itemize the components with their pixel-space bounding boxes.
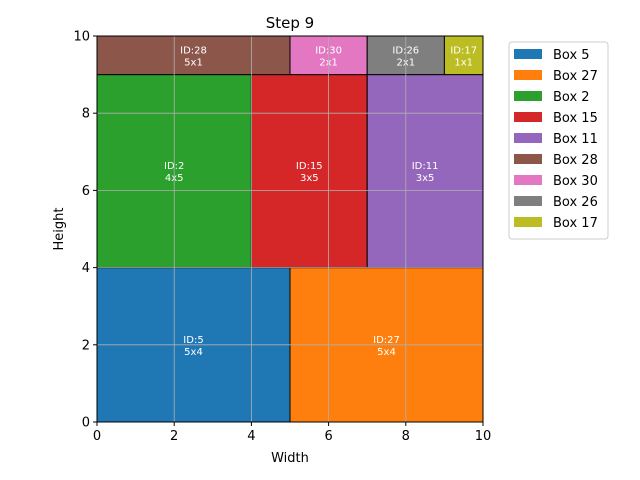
y-tick-label: 0 — [82, 416, 90, 431]
legend-entry: Box 15 — [514, 111, 598, 126]
legend-swatch — [514, 133, 542, 143]
legend-label: Box 2 — [553, 90, 590, 105]
box-id-label: ID:5 — [183, 335, 203, 346]
chart-title: Step 9 — [266, 14, 314, 32]
box-id-label: ID:28 — [180, 45, 207, 56]
legend-label: Box 17 — [553, 216, 598, 231]
box-rect — [96, 35, 291, 76]
box-size-label: 1x1 — [454, 57, 473, 68]
legend-label: Box 26 — [553, 195, 598, 210]
legend-swatch — [514, 91, 542, 101]
box-size-label: 3x5 — [416, 173, 435, 184]
legend-label: Box 11 — [553, 132, 598, 147]
box-id-label: ID:11 — [412, 161, 439, 172]
box-size-label: 5x4 — [377, 347, 396, 358]
box-id-label: ID:17 — [450, 45, 477, 56]
x-tick-label: 4 — [247, 429, 255, 444]
box-id-label: ID:15 — [296, 161, 323, 172]
y-tick-label: 2 — [82, 338, 90, 353]
box-size-label: 3x5 — [300, 173, 319, 184]
x-tick-label: 0 — [93, 429, 101, 444]
legend-swatch — [514, 217, 542, 227]
legend-entry: Box 26 — [514, 195, 598, 210]
legend-swatch — [514, 175, 542, 185]
legend-entry: Box 2 — [514, 90, 590, 105]
legend-entry: Box 5 — [514, 48, 590, 63]
legend: Box 5 Box 27 Box 2 Box 15 Box 11 Box 28 Box 30… — [508, 41, 609, 240]
legend-swatch — [514, 154, 542, 164]
x-tick-label: 2 — [170, 429, 178, 444]
ticks-layer: 0 2 4 6 8 10 0 2 4 6 8 10 — [73, 30, 491, 445]
box-id-label: ID:27 — [373, 335, 400, 346]
legend-entry: Box 17 — [514, 216, 598, 231]
y-tick-label: 10 — [73, 30, 90, 45]
x-tick-label: 8 — [402, 429, 410, 444]
y-tick-label: 4 — [82, 261, 90, 276]
box-size-label: 5x1 — [184, 57, 203, 68]
legend-label: Box 27 — [553, 69, 598, 84]
box-rect — [443, 35, 484, 76]
boxes-layer: ID:55x4ID:275x4ID:24x5ID:153x5ID:113x5ID… — [96, 35, 484, 423]
box-size-label: 5x4 — [184, 347, 203, 358]
legend-swatch — [514, 112, 542, 122]
legend-label: Box 15 — [553, 111, 598, 126]
x-tick-label: 6 — [324, 429, 332, 444]
legend-label: Box 28 — [553, 153, 598, 168]
x-tick-label: 10 — [475, 429, 492, 444]
legend-label: Box 30 — [553, 174, 598, 189]
legend-label: Box 5 — [553, 48, 590, 63]
legend-entry: Box 28 — [514, 153, 598, 168]
legend-swatch — [514, 49, 542, 59]
x-axis-label: Width — [271, 451, 309, 466]
legend-entry: Box 27 — [514, 69, 598, 84]
legend-entry: Box 30 — [514, 174, 598, 189]
y-tick-label: 8 — [82, 107, 90, 122]
axes-frame — [96, 35, 484, 423]
legend-swatch — [514, 70, 542, 80]
y-tick-label: 6 — [82, 184, 90, 199]
y-axis-label: Height — [52, 208, 67, 251]
legend-entry: Box 11 — [514, 132, 598, 147]
legend-swatch — [514, 196, 542, 206]
box-rect — [250, 74, 368, 269]
